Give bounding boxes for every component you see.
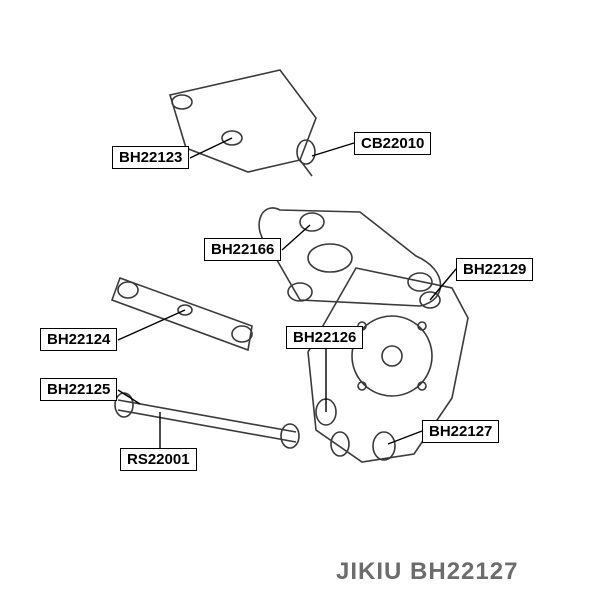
label-BH22124: BH22124: [40, 328, 117, 351]
brand-name: JIKIU: [336, 558, 402, 585]
label-BH22166: BH22166: [204, 238, 281, 261]
brand-footer: JIKIU BH22127: [336, 558, 518, 586]
label-BH22126: BH22126: [286, 326, 363, 349]
diagram-canvas: BH22123 CB22010 BH22166 BH22129 BH22124 …: [0, 0, 600, 600]
brand-part: BH22127: [410, 558, 518, 585]
label-BH22123: BH22123: [112, 146, 189, 169]
label-RS22001: RS22001: [120, 448, 197, 471]
label-CB22010: CB22010: [354, 132, 431, 155]
parts-drawing: [0, 0, 600, 600]
label-BH22129: BH22129: [456, 258, 533, 281]
label-BH22125: BH22125: [40, 378, 117, 401]
label-BH22127: BH22127: [422, 420, 499, 443]
